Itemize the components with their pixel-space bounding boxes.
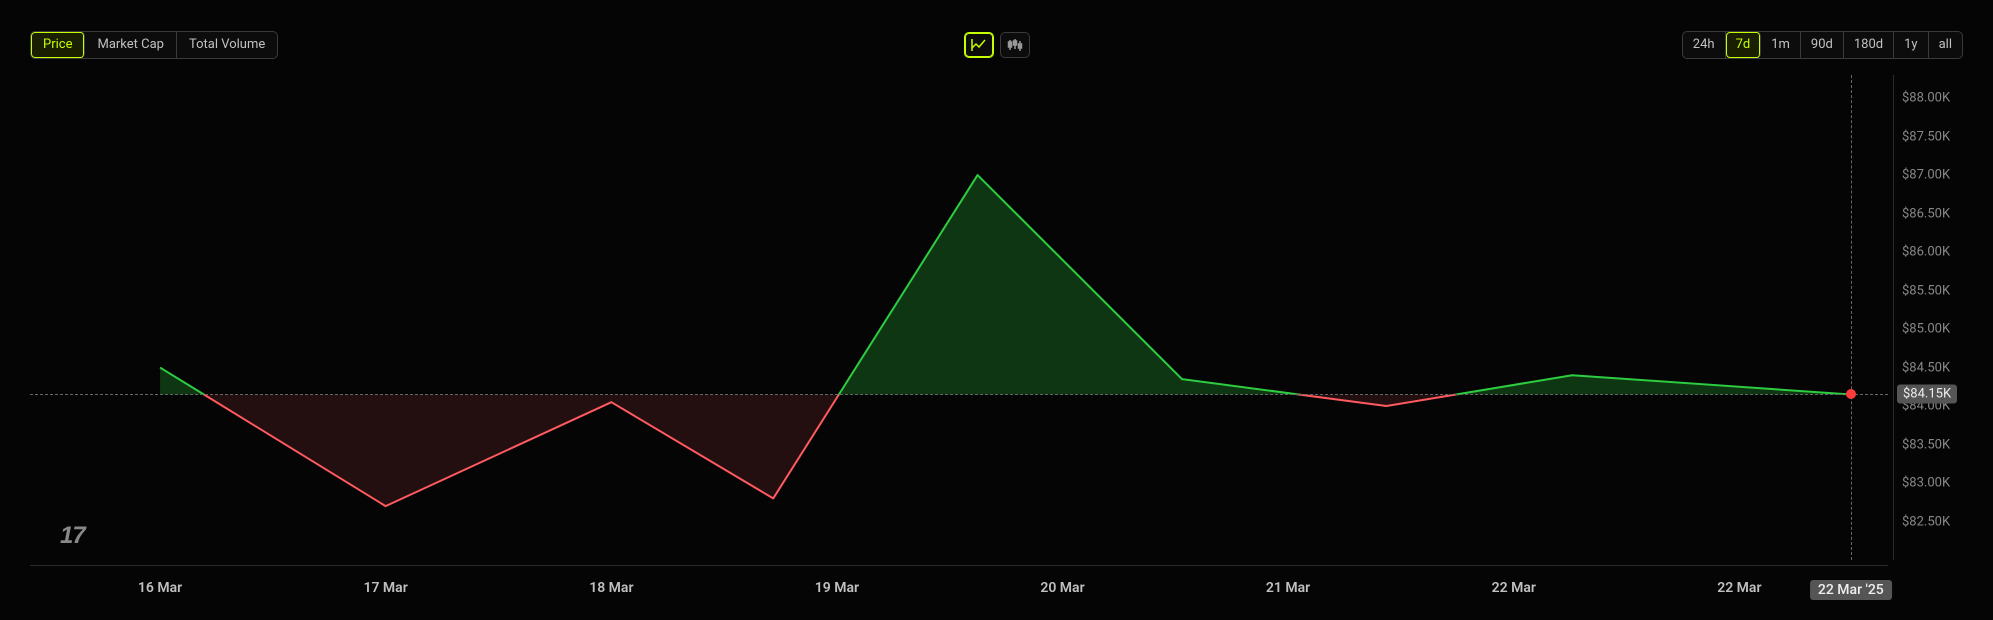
crosshair-horizontal	[30, 394, 1888, 395]
toolbar: PriceMarket CapTotal Volume 24h7d1m90d18…	[30, 30, 1963, 60]
x-tick-label: 22 Mar	[1717, 580, 1761, 596]
chart-container: PriceMarket CapTotal Volume 24h7d1m90d18…	[0, 0, 1993, 620]
y-tick-label: $84.50K	[1902, 360, 1950, 375]
chart-plot-area[interactable]	[30, 75, 1888, 560]
y-tick-label: $83.50K	[1902, 437, 1950, 452]
metric-tab-price[interactable]: Price	[31, 32, 85, 58]
y-tick-label: $85.50K	[1902, 283, 1950, 298]
chart-svg	[30, 75, 1888, 560]
x-axis: 16 Mar 17 Mar 18 Mar 19 Mar 20 Mar 21 Mar 22 M…	[30, 565, 1888, 620]
x-tick-label: 18 Mar	[589, 580, 633, 596]
y-tick-label: $87.50K	[1902, 129, 1950, 144]
range-tab-all[interactable]: all	[1929, 32, 1962, 58]
x-tick-label: 22 Mar	[1492, 580, 1536, 596]
range-tab-90d[interactable]: 90d	[1801, 32, 1844, 58]
crosshair-vertical	[1851, 75, 1852, 560]
y-tick-label: $85.00K	[1902, 322, 1950, 337]
x-tick-label: 20 Mar	[1040, 580, 1084, 596]
x-tick-label: 16 Mar	[138, 580, 182, 596]
line-chart-button[interactable]	[964, 32, 994, 58]
metric-tab-market-cap[interactable]: Market Cap	[85, 32, 177, 58]
x-tick-label: 21 Mar	[1266, 580, 1310, 596]
chart-type-tools	[964, 32, 1030, 58]
line-chart-icon	[971, 38, 987, 52]
y-tick-label: $86.00K	[1902, 245, 1950, 260]
metric-tab-group: PriceMarket CapTotal Volume	[30, 31, 278, 59]
tradingview-watermark: 17	[60, 522, 85, 550]
x-tick-label: 17 Mar	[363, 580, 407, 596]
range-tab-1m[interactable]: 1m	[1761, 32, 1801, 58]
y-axis: $82.50K$83.00K$83.50K$84.00K$84.50K$85.0…	[1893, 75, 1993, 560]
candlestick-icon	[1007, 38, 1023, 52]
range-tab-1y[interactable]: 1y	[1894, 32, 1928, 58]
y-tick-label: $88.00K	[1902, 91, 1950, 106]
y-tick-label: $86.50K	[1902, 206, 1950, 221]
candlestick-chart-button[interactable]	[1000, 32, 1030, 58]
time-range-group: 24h7d1m90d180d1yall	[1682, 31, 1963, 59]
x-current-label: 22 Mar '25	[1810, 580, 1892, 600]
y-current-label: $84.15K	[1897, 385, 1957, 404]
metric-tab-total-volume[interactable]: Total Volume	[177, 32, 277, 58]
current-price-dot	[1846, 389, 1856, 399]
x-tick-label: 19 Mar	[815, 580, 859, 596]
range-tab-180d[interactable]: 180d	[1844, 32, 1894, 58]
range-tab-7d[interactable]: 7d	[1726, 32, 1762, 58]
range-tab-24h[interactable]: 24h	[1683, 32, 1726, 58]
y-tick-label: $87.00K	[1902, 168, 1950, 183]
y-tick-label: $83.00K	[1902, 476, 1950, 491]
y-tick-label: $82.50K	[1902, 514, 1950, 529]
